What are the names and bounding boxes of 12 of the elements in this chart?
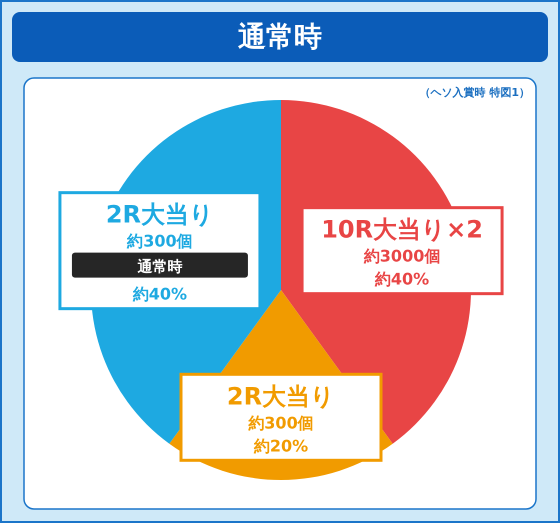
text: 約300個 — [127, 232, 193, 251]
slice-label: 2R大当り — [106, 200, 214, 229]
slice-label: 2R大当り — [226, 382, 336, 410]
data-label: 約40% — [132, 284, 188, 304]
data-label: 約40% — [374, 270, 430, 289]
slice-label: 10R大当り×2 — [321, 216, 483, 244]
data-label: 約20% — [252, 436, 308, 456]
chart-title: 通常時 — [238, 20, 322, 53]
text: （ヘソ入賞時 特図1） — [420, 86, 530, 99]
text: 約3000個 — [364, 246, 440, 266]
text: 通常時 — [136, 258, 182, 276]
text: 約300個 — [248, 413, 314, 432]
